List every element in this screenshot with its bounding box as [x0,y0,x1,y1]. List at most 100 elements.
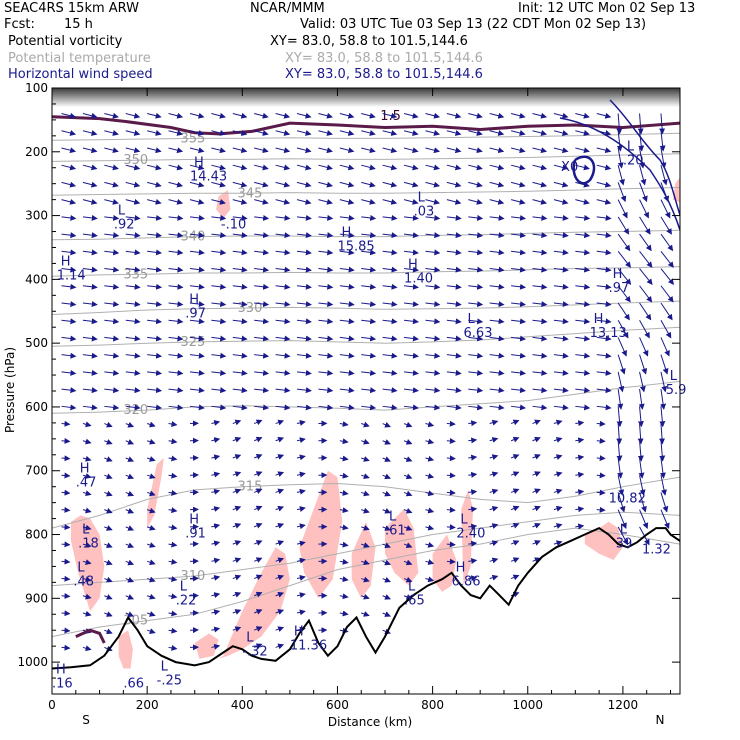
wind-arrow-676 [254,505,263,512]
wind-arrow-503 [275,404,291,411]
wind-arrow-13 [339,112,355,119]
wind-arrow-11 [296,112,312,119]
wind-arrow-730 [211,540,221,547]
wind-arrow-326 [211,301,227,308]
wind-arrow-86 [660,147,667,169]
wind-arrow-751 [146,559,156,566]
wind-arrow-494 [82,404,98,411]
wind-arrow-131 [382,181,398,188]
model-title: SEAC4RS 15km ARW [4,1,139,16]
wind-arrow-236 [147,249,163,256]
wind-arrow-837 [339,627,349,634]
wind-arrow-731 [232,540,242,546]
wind-arrow-167 [532,198,548,205]
wind-arrow-409 [125,352,141,359]
wind-arrow-612 [125,473,135,480]
wind-arrow-129 [339,181,355,188]
extremum-value-15: .18 [78,536,99,551]
wind-arrow-227 [575,232,591,239]
wind-arrow-136 [489,181,505,188]
wind-arrow-646 [232,488,242,495]
wind-arrow-466 [104,387,120,394]
extremum-letter-21: L [408,580,416,595]
wind-arrow-769 [532,557,541,563]
wind-arrow-59 [82,147,98,154]
wind-arrow-210 [211,232,227,239]
north-label: N [656,713,665,727]
wind-arrow-41 [318,130,333,136]
wind-arrow-211 [232,232,248,239]
wind-arrow-680 [339,507,349,514]
wind-arrow-577 [616,440,623,462]
wind-arrow-684 [425,507,435,514]
wind-arrow-595 [382,456,391,462]
wind-arrow-424 [446,352,462,359]
wind-arrow-567 [403,439,413,445]
wind-arrow-277 [404,266,419,273]
wind-arrow-510 [425,404,441,411]
wind-arrow-527 [168,421,178,427]
wind-speed-contour-1 [572,155,596,185]
extremum-letter-24: L [620,522,628,537]
theta-contour-305 [51,527,681,638]
wind-arrow-347 [660,302,673,321]
wind-arrow-526 [146,421,156,428]
wind-arrow-737 [361,542,370,548]
wind-arrow-430 [575,352,591,359]
wind-arrow-410 [147,352,163,359]
wind-arrow-283 [532,266,548,273]
wind-arrow-304 [361,283,377,290]
wind-arrow-108 [510,164,526,171]
wind-arrow-553 [104,439,113,445]
wind-arrow-413 [211,352,227,359]
wind-arrow-276 [382,266,398,273]
wind-arrow-561 [275,436,285,443]
wind-arrow-119 [125,181,141,188]
pv-shade-region-3 [218,547,290,659]
wind-arrow-155 [275,198,291,205]
wind-arrow-135 [468,181,483,188]
wind-arrow-154 [254,198,269,205]
wind-arrow-732 [254,540,263,546]
wind-arrow-365 [425,318,441,325]
wind-arrow-440 [168,369,184,376]
wind-arrow-499 [189,404,205,411]
wind-arrow-555 [146,438,156,445]
wind-arrow-311 [511,283,526,290]
wind-arrow-602 [532,454,541,460]
wind-arrow-255 [553,249,569,256]
wind-arrow-15 [382,112,398,119]
wind-arrow-535 [339,421,349,427]
wind-arrow-51 [532,130,548,136]
wind-arrow-205 [104,232,120,239]
wind-arrow-240 [232,249,248,256]
wind-arrow-107 [489,164,505,171]
wind-arrow-231 [660,233,674,252]
wind-arrow-697 [82,524,92,531]
wind-arrow-482 [446,387,462,394]
wind-arrow-63 [168,147,184,154]
wind-arrow-93 [189,164,205,171]
wind-arrow-558 [211,437,221,444]
wind-arrow-709 [339,524,349,531]
wind-arrow-495 [104,404,120,411]
wind-arrow-614 [168,472,178,479]
wind-arrow-460 [596,369,612,376]
wind-arrow-309 [468,283,484,290]
wind-arrow-332 [339,301,355,308]
wind-arrow-713 [425,524,435,531]
wind-arrow-216 [339,232,355,239]
wind-arrow-641 [125,490,135,497]
wind-arrow-363 [382,318,398,325]
wind-arrow-420 [361,352,377,359]
wind-arrow-811 [104,611,113,617]
wind-arrow-543 [510,419,520,426]
wind-arrow-143 [639,182,648,203]
extremum-letter-10: H [613,267,623,282]
wind-arrow-1 [82,112,98,119]
wind-arrow-429 [553,352,569,359]
wind-arrow-157 [318,198,333,205]
wind-arrow-256 [575,249,591,256]
wind-arrow-58 [61,147,77,154]
wind-arrow-232 [61,249,77,256]
